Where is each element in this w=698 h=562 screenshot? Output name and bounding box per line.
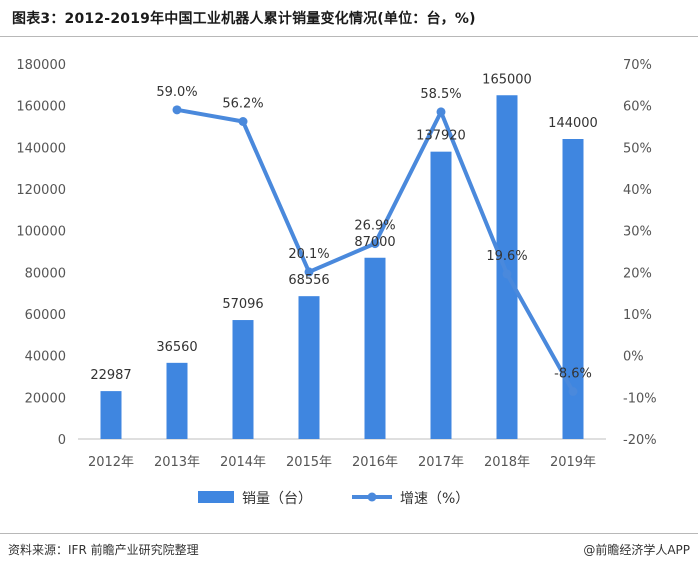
bar [496, 95, 518, 439]
growth-value-label: 19.6% [486, 249, 527, 264]
growth-point [436, 107, 446, 117]
y-left-tick-label: 180000 [16, 58, 66, 73]
growth-point [370, 239, 380, 249]
y-right-tick-label: 70% [623, 58, 652, 73]
legend-label-line: 增速（%） [400, 491, 469, 507]
x-tick-label: 2018年 [484, 455, 530, 470]
title-divider [0, 36, 698, 37]
growth-point [172, 105, 182, 115]
credit-note: @前瞻经济学人APP [583, 543, 690, 557]
y-right-tick-label: 30% [623, 225, 652, 240]
bar [430, 151, 452, 439]
legend-swatch-bar [198, 491, 234, 503]
bar [364, 257, 386, 439]
y-right-tick-label: 40% [623, 183, 652, 198]
bar-value-label: 137920 [416, 129, 466, 144]
bar [562, 139, 584, 439]
y-left-tick-label: 20000 [25, 391, 66, 406]
y-left-tick-label: 60000 [25, 308, 66, 323]
source-note: 资料来源：IFR 前瞻产业研究院整理 [8, 543, 199, 557]
legend-label-bar: 销量（台） [242, 491, 312, 507]
x-tick-label: 2017年 [418, 455, 464, 470]
bar-value-label: 57096 [222, 297, 263, 312]
growth-value-label: 26.9% [354, 219, 395, 234]
legend-swatch-marker [367, 492, 377, 502]
growth-value-label: 20.1% [288, 247, 329, 262]
bar-value-label: 22987 [90, 368, 131, 383]
bar [100, 391, 122, 439]
bar-value-label: 36560 [156, 340, 197, 355]
growth-point [502, 269, 512, 279]
y-right-tick-label: 60% [623, 100, 652, 115]
x-tick-label: 2014年 [220, 455, 266, 470]
y-left-tick-label: 80000 [25, 266, 66, 281]
bar [166, 362, 188, 439]
y-right-tick-label: 10% [623, 308, 652, 323]
bar-value-label: 68556 [288, 273, 329, 288]
y-right-tick-label: -10% [623, 391, 657, 406]
growth-value-label: 56.2% [222, 97, 263, 112]
bar [232, 320, 254, 439]
y-left-tick-label: 160000 [16, 100, 66, 115]
x-tick-label: 2013年 [154, 455, 200, 470]
growth-point [238, 117, 248, 126]
y-right-tick-label: -20% [623, 433, 657, 448]
bar-value-label: 87000 [354, 235, 395, 250]
bar [298, 296, 320, 439]
x-tick-label: 2015年 [286, 455, 332, 470]
growth-value-label: 59.0% [156, 85, 197, 100]
y-left-tick-label: 100000 [16, 225, 66, 240]
y-right-tick-label: 50% [623, 141, 652, 156]
x-tick-label: 2016年 [352, 455, 398, 470]
footer-divider [0, 533, 698, 534]
y-right-tick-label: 0% [623, 350, 644, 365]
y-left-tick-label: 40000 [25, 350, 66, 365]
chart-title: 图表3：2012-2019年中国工业机器人累计销量变化情况(单位：台，%) [12, 11, 476, 27]
x-tick-label: 2012年 [88, 455, 134, 470]
growth-value-label: -8.6% [554, 367, 592, 382]
y-right-tick-label: 20% [623, 266, 652, 281]
growth-point [568, 387, 578, 396]
bar-value-label: 165000 [482, 72, 532, 87]
y-left-tick-label: 120000 [16, 183, 66, 198]
bar-value-label: 144000 [548, 116, 598, 131]
x-tick-label: 2019年 [550, 455, 596, 470]
growth-value-label: 58.5% [420, 87, 461, 102]
growth-point [304, 267, 314, 277]
y-left-tick-label: 140000 [16, 141, 66, 156]
y-left-tick-label: 0 [58, 433, 66, 448]
